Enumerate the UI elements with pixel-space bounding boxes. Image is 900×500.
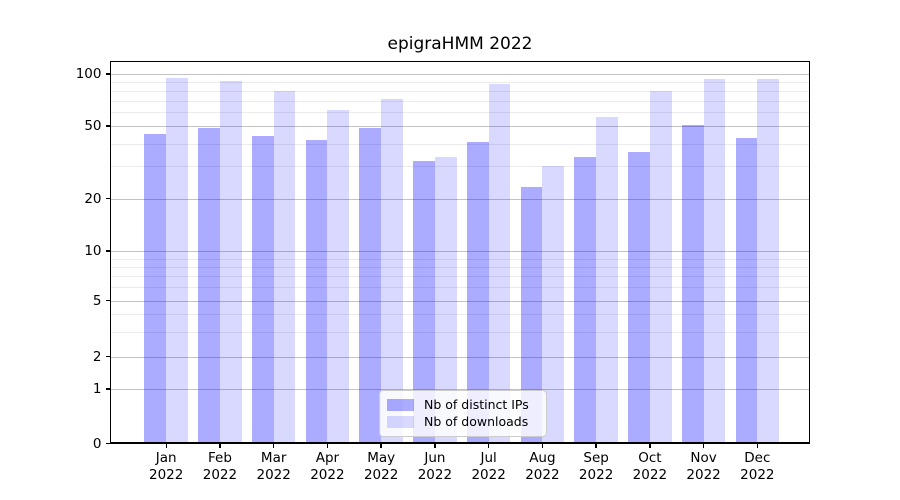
y-tick-mark <box>105 299 110 302</box>
bar-downloads <box>434 156 457 444</box>
major-gridline <box>110 126 810 127</box>
bar-downloads <box>542 166 565 444</box>
x-tick-mark <box>165 443 167 448</box>
minor-gridline <box>110 100 810 102</box>
bar-downloads <box>381 98 403 444</box>
legend: Nb of distinct IPs Nb of downloads <box>379 390 547 437</box>
x-tick-label: Jul 2022 <box>471 449 506 484</box>
y-tick-mark <box>105 250 110 252</box>
x-tick-mark <box>219 443 221 448</box>
y-tick-mark <box>105 442 110 445</box>
x-tick-mark <box>487 443 490 448</box>
x-tick-mark <box>380 443 382 448</box>
y-tick-label: 5 <box>92 292 102 309</box>
bar-downloads <box>703 79 726 444</box>
major-gridline <box>110 300 810 302</box>
x-tick-label: Feb 2022 <box>202 449 238 484</box>
bar-downloads <box>273 90 296 444</box>
bar-downloads <box>757 79 780 444</box>
minor-gridline <box>110 276 810 278</box>
x-tick-mark <box>756 443 759 448</box>
y-tick-mark <box>105 197 110 200</box>
bottom-spine <box>110 442 810 444</box>
bar-distinct-ips <box>628 151 650 444</box>
y-tick-mark <box>105 388 110 390</box>
minor-gridline <box>110 81 810 83</box>
minor-gridline <box>110 112 810 114</box>
x-tick-mark <box>595 443 597 448</box>
bar-distinct-ips <box>359 127 382 444</box>
legend-swatch-distinct-ips <box>387 398 414 411</box>
y-tick-mark <box>105 73 110 75</box>
y-tick-label: 50 <box>84 118 102 134</box>
minor-gridline <box>110 258 810 260</box>
x-tick-label: Aug 2022 <box>525 449 560 484</box>
legend-label: Nb of distinct IPs <box>424 397 529 412</box>
y-tick-label: 20 <box>84 190 102 207</box>
right-spine <box>808 61 810 444</box>
bar-distinct-ips <box>413 161 435 444</box>
minor-gridline <box>110 331 810 333</box>
x-tick-label: Apr 2022 <box>310 449 345 484</box>
bar-downloads <box>596 117 618 444</box>
y-tick-mark <box>105 125 110 127</box>
bar-distinct-ips <box>251 136 274 444</box>
top-spine <box>110 61 810 63</box>
chart-title: epigraHMM 2022 <box>387 34 533 54</box>
minor-gridline <box>110 287 810 289</box>
major-gridline <box>110 356 810 358</box>
bar-distinct-ips <box>574 156 597 444</box>
legend-swatch-downloads <box>387 415 414 428</box>
major-gridline <box>110 251 810 252</box>
y-tick-label: 0 <box>92 435 102 452</box>
x-tick-label: Dec 2022 <box>740 449 775 484</box>
minor-gridline <box>110 266 810 268</box>
x-tick-label: Nov 2022 <box>686 449 721 484</box>
y-tick-mark <box>105 355 110 358</box>
bar-downloads <box>219 81 242 444</box>
major-gridline <box>110 198 810 200</box>
legend-item-downloads: Nb of downloads <box>387 413 539 430</box>
left-spine <box>110 61 112 444</box>
minor-gridline <box>110 166 810 168</box>
x-tick-mark <box>702 443 705 448</box>
bar-distinct-ips <box>198 127 220 444</box>
x-tick-mark <box>434 443 436 448</box>
major-gridline <box>110 74 810 75</box>
x-tick-label: May 2022 <box>363 449 399 484</box>
x-tick-mark <box>649 443 651 448</box>
minor-gridline <box>110 90 810 92</box>
x-tick-label: Oct 2022 <box>632 449 668 484</box>
y-tick-label: 2 <box>92 348 102 365</box>
y-tick-label: 100 <box>75 66 102 82</box>
x-tick-label: Jan 2022 <box>149 449 184 484</box>
x-tick-label: Jun 2022 <box>417 449 453 484</box>
bar-downloads <box>327 109 350 444</box>
x-tick-label: Mar 2022 <box>256 449 291 484</box>
legend-label: Nb of downloads <box>424 414 529 429</box>
legend-item-distinct-ips: Nb of distinct IPs <box>387 396 539 413</box>
bar-distinct-ips <box>681 124 704 444</box>
bar-downloads <box>166 77 188 444</box>
bar-distinct-ips <box>466 141 489 444</box>
bar-distinct-ips <box>520 187 543 444</box>
bar-distinct-ips <box>144 134 167 444</box>
bar-downloads <box>488 83 511 444</box>
x-tick-mark <box>326 443 329 448</box>
x-tick-label: Sep 2022 <box>578 449 614 484</box>
bar-distinct-ips <box>735 137 758 444</box>
x-tick-mark <box>541 443 544 448</box>
minor-gridline <box>110 314 810 316</box>
bar-downloads <box>649 90 672 444</box>
y-tick-label: 1 <box>92 381 102 397</box>
major-gridline <box>110 389 810 390</box>
plot-area <box>110 61 810 444</box>
minor-gridline <box>110 143 810 145</box>
bar-distinct-ips <box>305 139 328 444</box>
y-tick-label: 10 <box>84 243 102 259</box>
x-tick-mark <box>272 443 275 448</box>
